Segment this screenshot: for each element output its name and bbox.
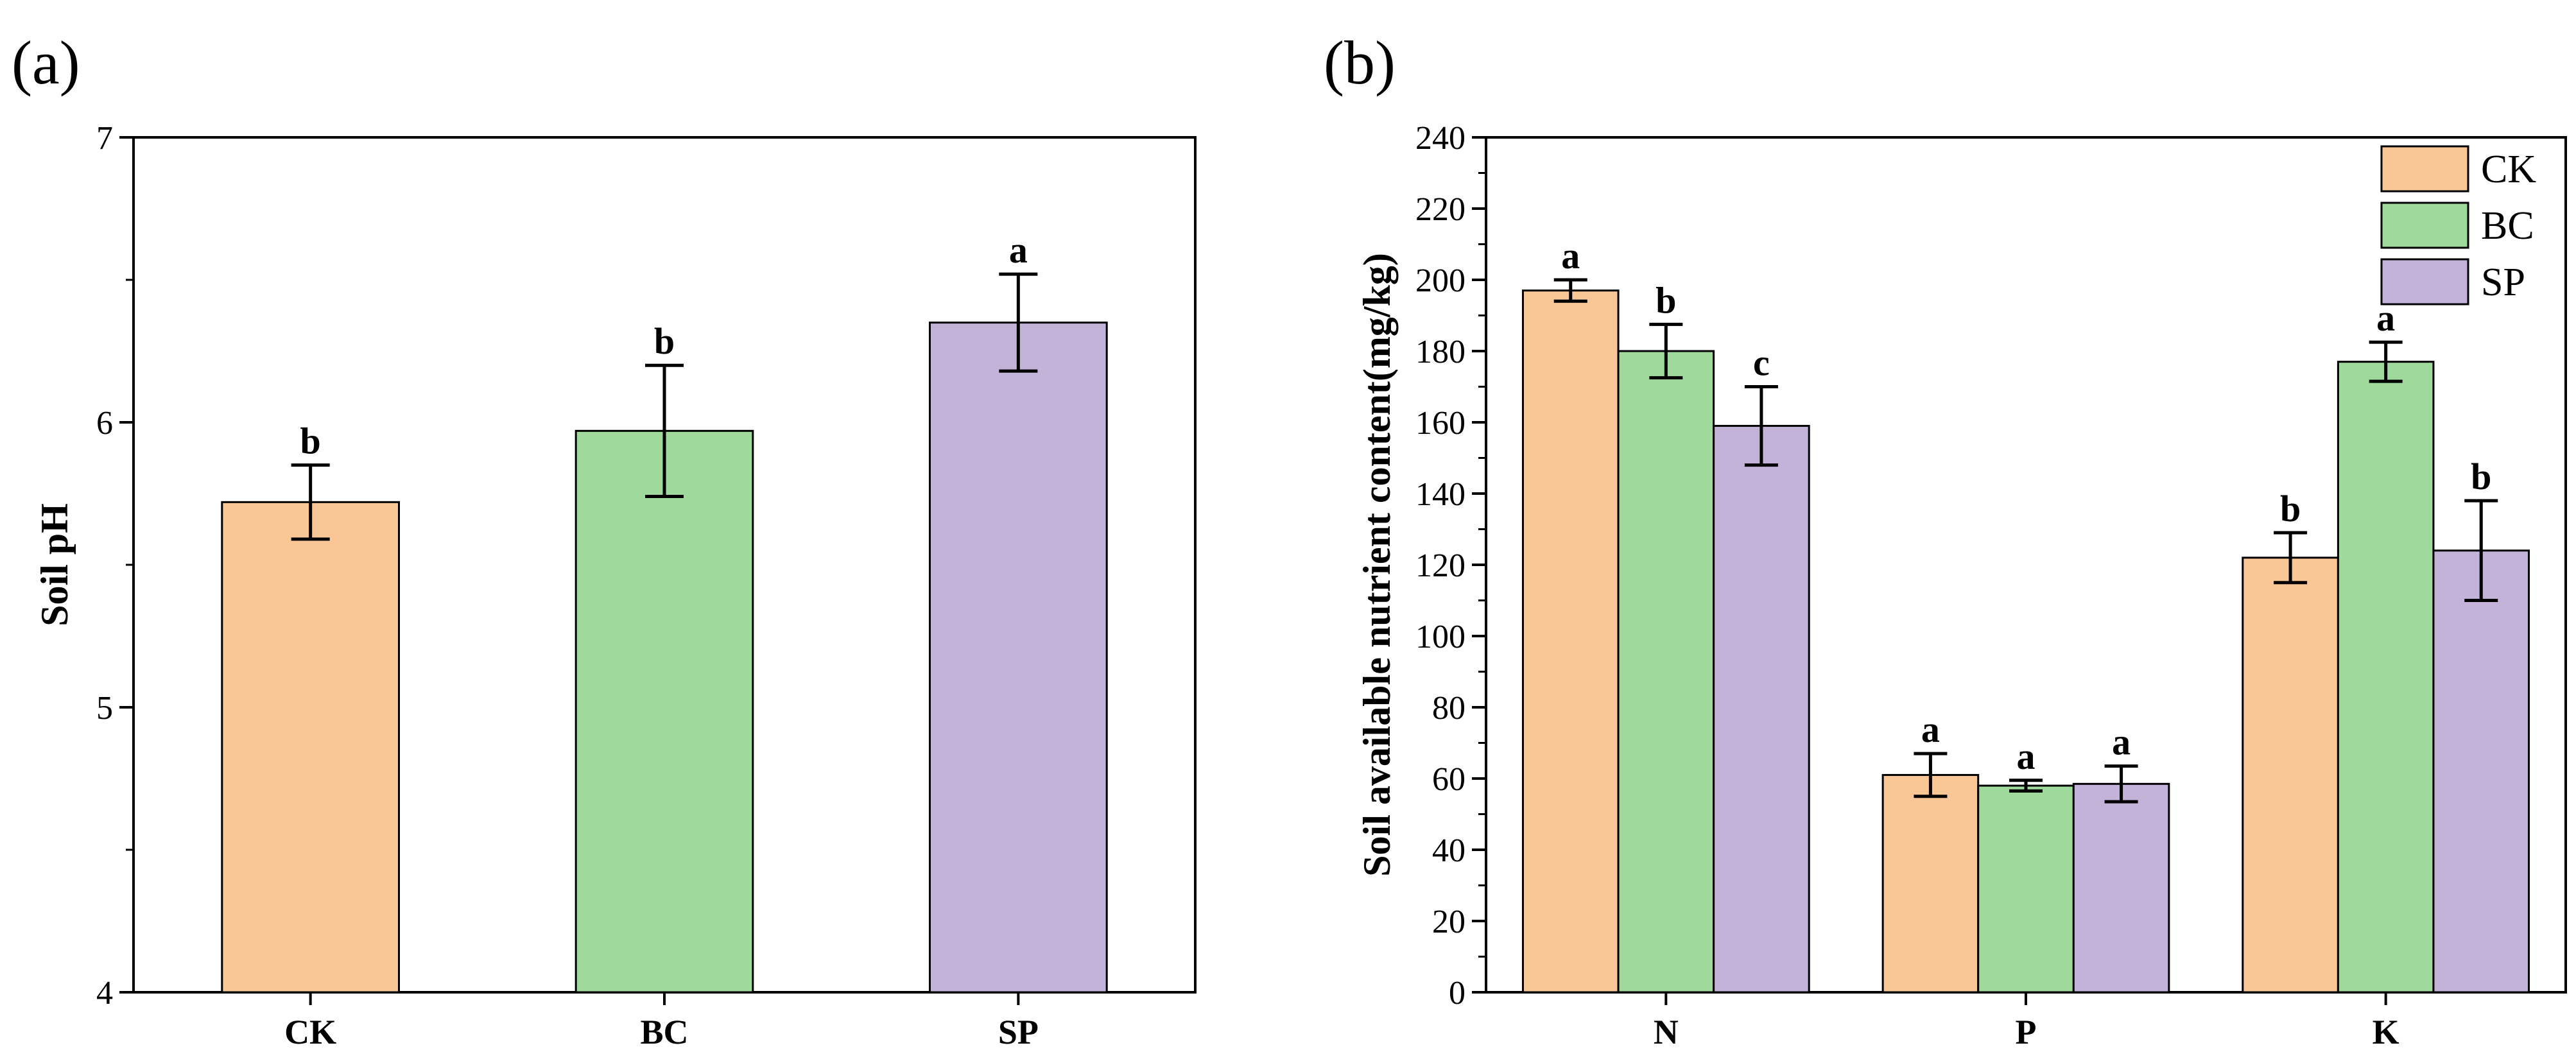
y-tick-label: 200 [1415, 263, 1465, 299]
y-tick-label: 100 [1415, 619, 1465, 655]
y-tick-label: 240 [1415, 120, 1465, 157]
bar-n-bc [1617, 350, 1715, 994]
y-tick-label: 7 [96, 120, 113, 157]
panel-a-bars: b b a [221, 229, 1108, 994]
x-tick-label-ck: CK [284, 1013, 336, 1051]
y-tick-label: 4 [96, 975, 113, 1012]
bar-p-sp [2072, 782, 2170, 994]
significance-label: c [1753, 342, 1770, 384]
y-tick-label: 5 [96, 690, 113, 727]
panel-b-legend: CK BC SP [2380, 145, 2536, 306]
panel-a-soil-ph: (a) 4 5 6 7 b b a CK BC SP Soil pH [12, 28, 1197, 1051]
significance-label: b [300, 420, 321, 462]
x-tick-label-sp: SP [998, 1013, 1039, 1051]
x-tick-label-bc: BC [640, 1013, 688, 1051]
x-tick-label-n: N [1654, 1013, 1679, 1051]
panel-a-y-axis: 4 5 6 7 [96, 120, 134, 1012]
y-tick-label: 60 [1432, 761, 1465, 798]
panel-b-soil-nutrients: (b) 0 20 40 60 80 100 120 140 160 180 200 220 240 a b… [1324, 28, 2567, 1051]
x-tick-label-p: P [2016, 1013, 2037, 1051]
bar-p-bc [1977, 784, 2075, 994]
bar-n-ck [1521, 289, 1620, 994]
significance-label: a [2112, 721, 2131, 763]
bar-n-sp [1713, 425, 1810, 994]
bar-k-sp [2432, 549, 2530, 994]
bar-k-bc [2337, 361, 2435, 994]
legend-swatch-ck [2380, 145, 2469, 193]
significance-label: a [1921, 709, 1940, 750]
panel-b-y-axis: 0 20 40 60 80 100 120 140 160 180 200 220 240 [1415, 120, 1486, 1012]
y-tick-label: 180 [1415, 334, 1465, 370]
panel-b-y-axis-title: Soil available nutrient content(mg/kg) [1356, 253, 1398, 877]
significance-label: a [1561, 235, 1580, 277]
y-tick-label: 6 [96, 405, 113, 442]
legend-swatch-sp [2380, 258, 2469, 306]
y-tick-label: 20 [1432, 904, 1465, 940]
panel-a-y-axis-title: Soil pH [33, 503, 76, 626]
panel-b-label: (b) [1324, 28, 1396, 97]
panel-a-label: (a) [12, 28, 80, 97]
y-tick-label: 140 [1415, 476, 1465, 513]
y-tick-label: 220 [1415, 191, 1465, 228]
y-tick-label: 0 [1449, 975, 1465, 1012]
legend-label-sp: SP [2481, 261, 2525, 304]
legend-label-ck: CK [2481, 148, 2536, 191]
bar-bc [575, 429, 754, 994]
legend-swatch-bc [2380, 202, 2469, 249]
significance-label: a [2017, 736, 2036, 777]
panel-a-x-axis: CK BC SP [284, 992, 1039, 1051]
bar-sp [929, 322, 1108, 994]
bar-k-ck [2242, 556, 2339, 994]
y-tick-label: 160 [1415, 405, 1465, 442]
y-tick-label: 80 [1432, 690, 1465, 727]
x-tick-label-k: K [2373, 1013, 2399, 1051]
significance-label: a [1009, 229, 1028, 271]
significance-label: b [2280, 488, 2301, 530]
bar-ck [221, 501, 400, 994]
legend-label-bc: BC [2481, 204, 2534, 248]
y-tick-label: 120 [1415, 547, 1465, 584]
significance-label: b [2471, 456, 2491, 497]
significance-label: b [1655, 279, 1676, 321]
bar-p-ck [1881, 773, 1980, 994]
y-tick-label: 40 [1432, 832, 1465, 869]
significance-label: b [654, 320, 675, 362]
